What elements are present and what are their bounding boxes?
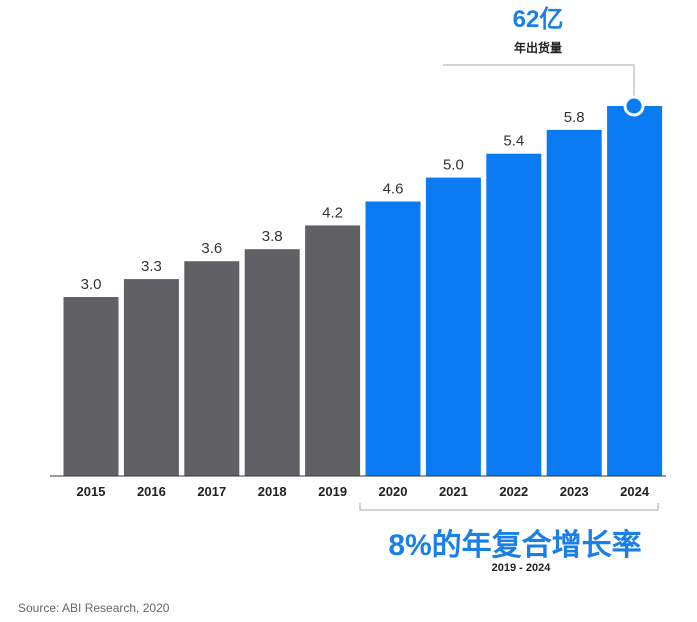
bar-value-label-2016: 3.3: [141, 258, 162, 275]
x-tick-2015: 2015: [77, 484, 106, 499]
callout-marker: [623, 95, 645, 117]
x-tick-2019: 2019: [318, 484, 347, 499]
bar-2016: [123, 279, 179, 476]
bar-2015: [63, 297, 119, 476]
callout-value: 62亿: [513, 6, 564, 33]
bar-2017: [184, 261, 240, 476]
bar-2023: [546, 129, 602, 476]
bar-2024: [607, 106, 663, 476]
x-tick-2022: 2022: [499, 484, 528, 499]
bar-value-label-2023: 5.8: [564, 109, 585, 126]
callout-2024: 62亿 年出货量: [443, 6, 645, 117]
bar-value-label-2019: 4.2: [322, 204, 343, 221]
cagr-period: 2019 - 2024: [492, 562, 552, 574]
bar-value-label-2021: 5.0: [443, 157, 464, 174]
callout-label: 年出货量: [514, 40, 562, 55]
bar-value-label-2022: 5.4: [503, 133, 524, 150]
bar-value-label-2017: 3.6: [201, 240, 222, 257]
x-tick-2018: 2018: [258, 484, 287, 499]
x-tick-2024: 2024: [620, 484, 650, 499]
x-tick-labels: 2015 2016 2017 2018 2019 2020 2021 2022 2023 2024: [77, 484, 650, 499]
cagr-annotation: 8%的年复合增长率 2019 - 2024: [359, 503, 659, 574]
bar-value-label-2018: 3.8: [262, 228, 283, 245]
x-tick-2017: 2017: [197, 484, 226, 499]
bars-layer: [63, 106, 663, 476]
bar-value-label-2020: 4.6: [383, 181, 404, 198]
x-tick-2021: 2021: [439, 484, 468, 499]
bar-value-labels: 3.0 3.3 3.6 3.8 4.2 4.6 5.0 5.4 5.8: [81, 109, 585, 293]
cagr-title: 8%的年复合增长率: [388, 528, 641, 562]
x-tick-2020: 2020: [379, 484, 408, 499]
bar-2022: [486, 153, 542, 476]
callout-bracket: [443, 64, 635, 97]
bar-value-label-2015: 3.0: [81, 276, 102, 293]
cagr-bracket: [359, 503, 659, 511]
source-note: Source: ABI Research, 2020: [18, 601, 170, 615]
x-tick-2023: 2023: [560, 484, 589, 499]
bar-2018: [244, 249, 300, 476]
bar-2020: [365, 201, 421, 476]
x-tick-2016: 2016: [137, 484, 166, 499]
bar-2021: [425, 177, 481, 476]
bar-2019: [305, 225, 361, 476]
